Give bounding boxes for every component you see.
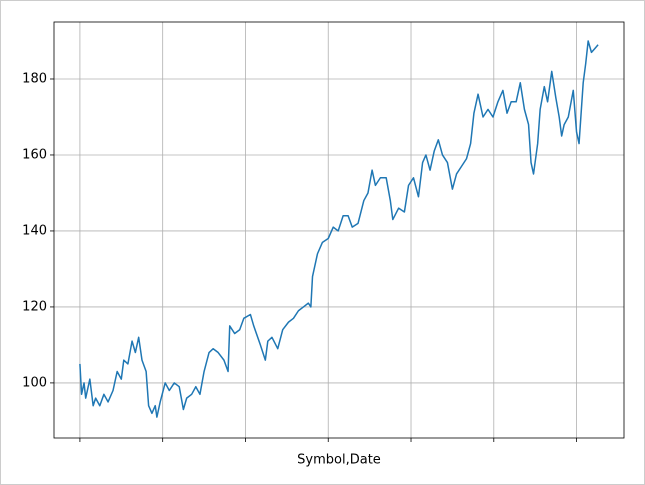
y-tick-label: 120 [22, 299, 47, 314]
data-line [79, 40, 599, 418]
y-tick-label: 180 [22, 71, 47, 86]
y-tick-label: 140 [22, 223, 47, 238]
x-axis-label: Symbol,Date [297, 453, 381, 468]
y-tick-label: 160 [22, 147, 47, 162]
plot-frame [53, 21, 625, 439]
y-tick-label: 100 [22, 375, 47, 390]
